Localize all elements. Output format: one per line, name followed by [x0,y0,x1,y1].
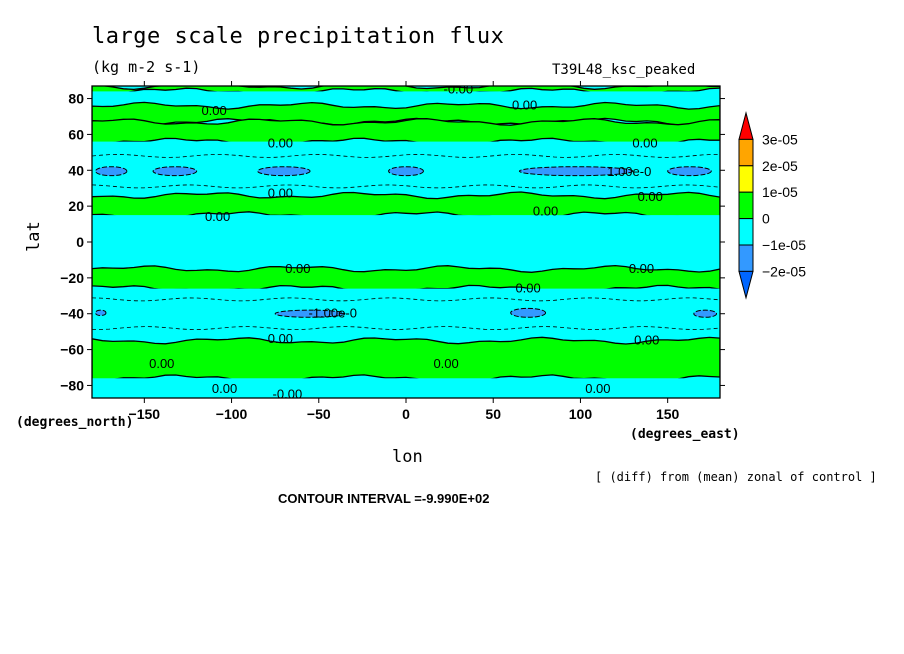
map-area: 0.00 0.00 -0.00 0.00 0.00 1.00e-0 0.00 0.00 0.00… [92,82,720,401]
x-axis-units: (degrees_east) [630,427,740,442]
negative-patch [667,166,712,177]
contour-label: 0.00 [632,135,657,150]
diff-note: [ (diff) from (mean) zonal of control ] [595,470,877,484]
colorbar-swatch [738,270,754,300]
negative-patch [518,166,634,177]
x-tick-label: −100 [216,406,248,422]
negative-patch [257,166,311,177]
x-tick-label: 50 [485,406,501,422]
contour-label: 0.00 [268,186,293,201]
colorbar-label: 2e-05 [762,158,798,174]
colorbar-swatch [738,111,754,140]
colorbar-swatch [738,138,754,167]
negative-patch [388,166,424,177]
contour-label: 0.00 [515,281,540,296]
chart-title: large scale precipitation flux [92,24,505,49]
negative-patch [274,309,346,318]
contour-label: -1.00e-0 [309,306,357,321]
model-label: T39L48_ksc_peaked [552,62,696,78]
contour-label: 0.00 [285,261,310,276]
y-tick-label: −80 [60,377,84,393]
colorbar-label: 0 [762,211,770,227]
lat-band [92,336,720,383]
colorbar-swatch [738,218,754,246]
lat-band [92,264,720,293]
y-tick-label: −60 [60,342,84,358]
contour-label: 0.00 [433,356,458,371]
x-axis-label: lon [392,447,423,467]
contour-label: 0.00 [268,135,293,150]
y-tick-label: 80 [68,91,84,107]
y-tick-label: 0 [76,234,84,250]
colorbar-swatch [738,191,754,220]
contour-label: 0.00 [205,209,230,224]
negative-patch [94,309,107,317]
x-tick-label: −50 [307,406,331,422]
lat-band [92,215,720,269]
contour-label: 0.00 [533,204,558,219]
contour-label: 0.00 [212,381,237,396]
contour-label: 0.00 [638,189,663,204]
x-tick-label: 0 [402,406,410,422]
x-tick-label: 150 [656,406,680,422]
colorbar-swatch [738,244,754,272]
colorbar-label: 1e-05 [762,184,798,200]
colorbar: 3e-05 2e-05 1e-05 0 −1e-05 −2e-05 [738,111,806,300]
contour-interval: CONTOUR INTERVAL =-9.990E+02 [278,491,490,506]
y-tick-label: 40 [68,162,84,178]
colorbar-label: 3e-05 [762,131,798,147]
contour-label: 0.00 [634,333,659,348]
contour-label: 0.00 [201,103,226,118]
y-tick-label: −40 [60,306,84,322]
contour-label: 1.00e-0 [607,164,651,179]
colorbar-label: −2e-05 [762,263,806,279]
y-tick-label: −20 [60,270,84,286]
contour-label: 0.00 [149,356,174,371]
negative-patch [94,166,128,177]
negative-patch [693,309,718,318]
contour-label: -0.00 [444,82,474,97]
contour-label: 0.00 [268,331,293,346]
chart-units: (kg m-2 s-1) [92,58,201,76]
negative-patch [152,166,198,177]
y-tick-label: 20 [68,198,84,214]
lat-band [92,91,720,106]
contour-label: 0.00 [512,98,537,113]
contour-label: 0.00 [585,381,610,396]
contour-label: 0.00 [629,261,654,276]
lat-band [92,378,720,398]
colorbar-label: −1e-05 [762,237,806,253]
lat-band [92,288,720,341]
x-tick-label: 100 [569,406,593,422]
axes: 80 60 40 20 0 −20 −40 −60 −80 −150 −100 −50 0 50 100 15… [60,81,725,422]
contour-label: -0.00 [273,386,303,401]
y-tick-label: 60 [68,126,84,142]
negative-patch [510,307,547,318]
y-axis-units: (degrees_north) [16,415,134,430]
colorbar-swatch [738,165,754,193]
x-tick-label: −150 [129,406,161,422]
